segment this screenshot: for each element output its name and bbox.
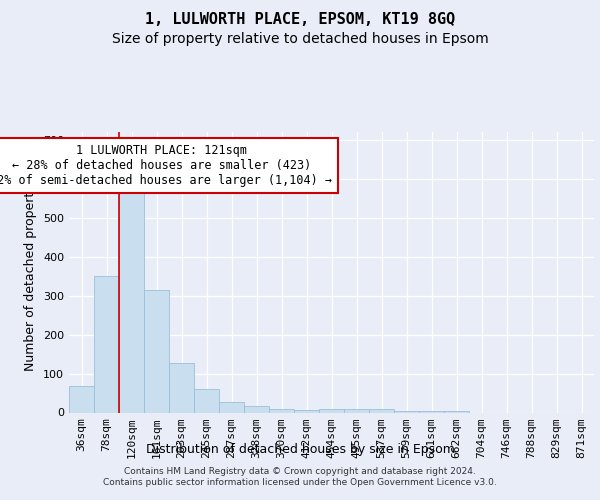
Bar: [344, 408, 369, 412]
Bar: [419, 410, 444, 412]
Bar: [194, 389, 219, 412]
Bar: [94, 276, 119, 412]
Bar: [119, 191, 144, 412]
Bar: [294, 410, 319, 412]
Bar: [269, 408, 294, 412]
Bar: [444, 410, 469, 412]
Bar: [69, 386, 94, 412]
Text: Contains HM Land Registry data © Crown copyright and database right 2024.
Contai: Contains HM Land Registry data © Crown c…: [103, 468, 497, 487]
Text: Size of property relative to detached houses in Epsom: Size of property relative to detached ho…: [112, 32, 488, 46]
Bar: [219, 402, 244, 412]
Bar: [394, 410, 419, 412]
Bar: [319, 408, 344, 412]
Text: 1, LULWORTH PLACE, EPSOM, KT19 8GQ: 1, LULWORTH PLACE, EPSOM, KT19 8GQ: [145, 12, 455, 28]
Bar: [244, 406, 269, 412]
Y-axis label: Number of detached properties: Number of detached properties: [25, 174, 37, 371]
Text: Distribution of detached houses by size in Epsom: Distribution of detached houses by size …: [146, 442, 454, 456]
Bar: [369, 408, 394, 412]
Bar: [169, 362, 194, 412]
Bar: [144, 290, 169, 412]
Text: 1 LULWORTH PLACE: 121sqm
← 28% of detached houses are smaller (423)
72% of semi-: 1 LULWORTH PLACE: 121sqm ← 28% of detach…: [0, 144, 332, 187]
